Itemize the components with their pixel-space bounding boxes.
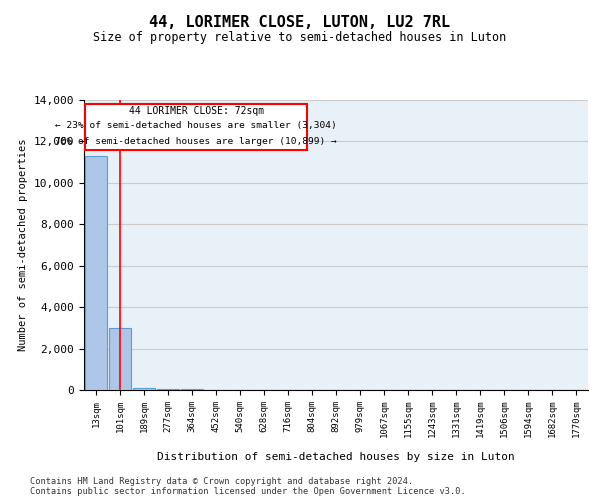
Text: ← 23% of semi-detached houses are smaller (3,304): ← 23% of semi-detached houses are smalle… xyxy=(55,121,337,130)
Text: Size of property relative to semi-detached houses in Luton: Size of property relative to semi-detach… xyxy=(94,31,506,44)
Text: Contains HM Land Registry data © Crown copyright and database right 2024.: Contains HM Land Registry data © Crown c… xyxy=(30,476,413,486)
Y-axis label: Number of semi-detached properties: Number of semi-detached properties xyxy=(18,138,28,352)
Bar xyxy=(157,389,179,390)
Text: 76% of semi-detached houses are larger (10,899) →: 76% of semi-detached houses are larger (… xyxy=(55,137,337,146)
Text: 44 LORIMER CLOSE: 72sqm: 44 LORIMER CLOSE: 72sqm xyxy=(128,106,264,116)
Text: Contains public sector information licensed under the Open Government Licence v3: Contains public sector information licen… xyxy=(30,486,466,496)
Bar xyxy=(85,104,307,150)
Text: 44, LORIMER CLOSE, LUTON, LU2 7RL: 44, LORIMER CLOSE, LUTON, LU2 7RL xyxy=(149,15,451,30)
Bar xyxy=(109,328,131,390)
Bar xyxy=(133,388,155,390)
Text: Distribution of semi-detached houses by size in Luton: Distribution of semi-detached houses by … xyxy=(157,452,515,462)
Bar xyxy=(85,156,107,390)
